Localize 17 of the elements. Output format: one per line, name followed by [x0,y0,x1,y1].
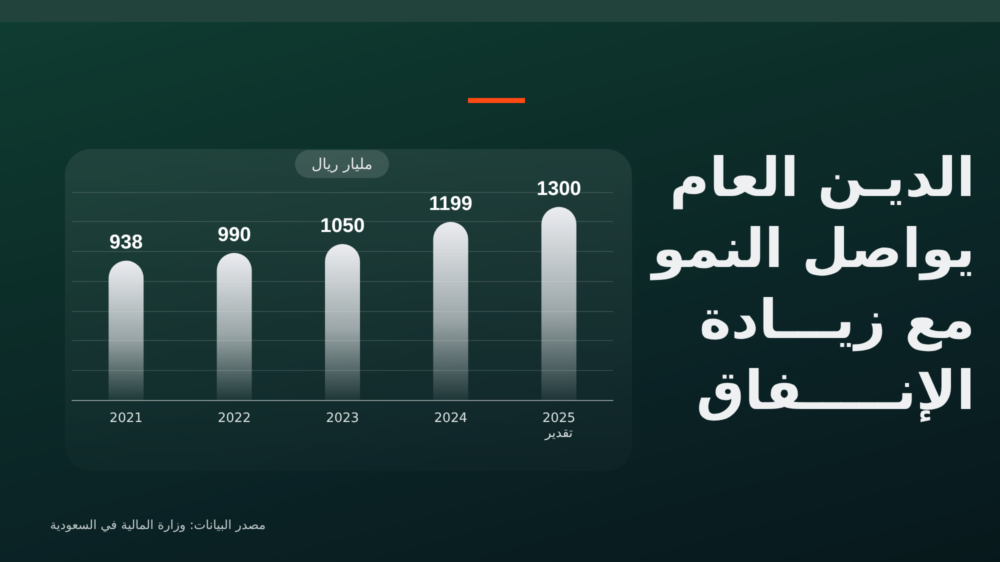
x-tick-label: 2023 [326,411,360,426]
data-label: 1050 [320,215,365,237]
text: مصدر البيانات: وزارة المالية في السعودية [50,517,266,532]
x-tick-label: 2022 [218,411,251,426]
bar [108,260,144,400]
data-label: 990 [218,224,251,246]
data-label: 1199 [429,192,472,215]
data-label: 938 [109,232,143,254]
text: الديـن العام يواصل النمو مع زيـــادة الإنـــــفاق [652,145,975,424]
bar [541,206,576,400]
y-axis-title: مليار ريال [295,150,389,178]
x-tick-label: 2024 [434,411,468,426]
data-label: 1300 [536,178,582,200]
bar [325,244,360,400]
x-tick-label: 2021 [110,411,143,426]
bar [433,222,468,400]
bar [216,252,252,400]
